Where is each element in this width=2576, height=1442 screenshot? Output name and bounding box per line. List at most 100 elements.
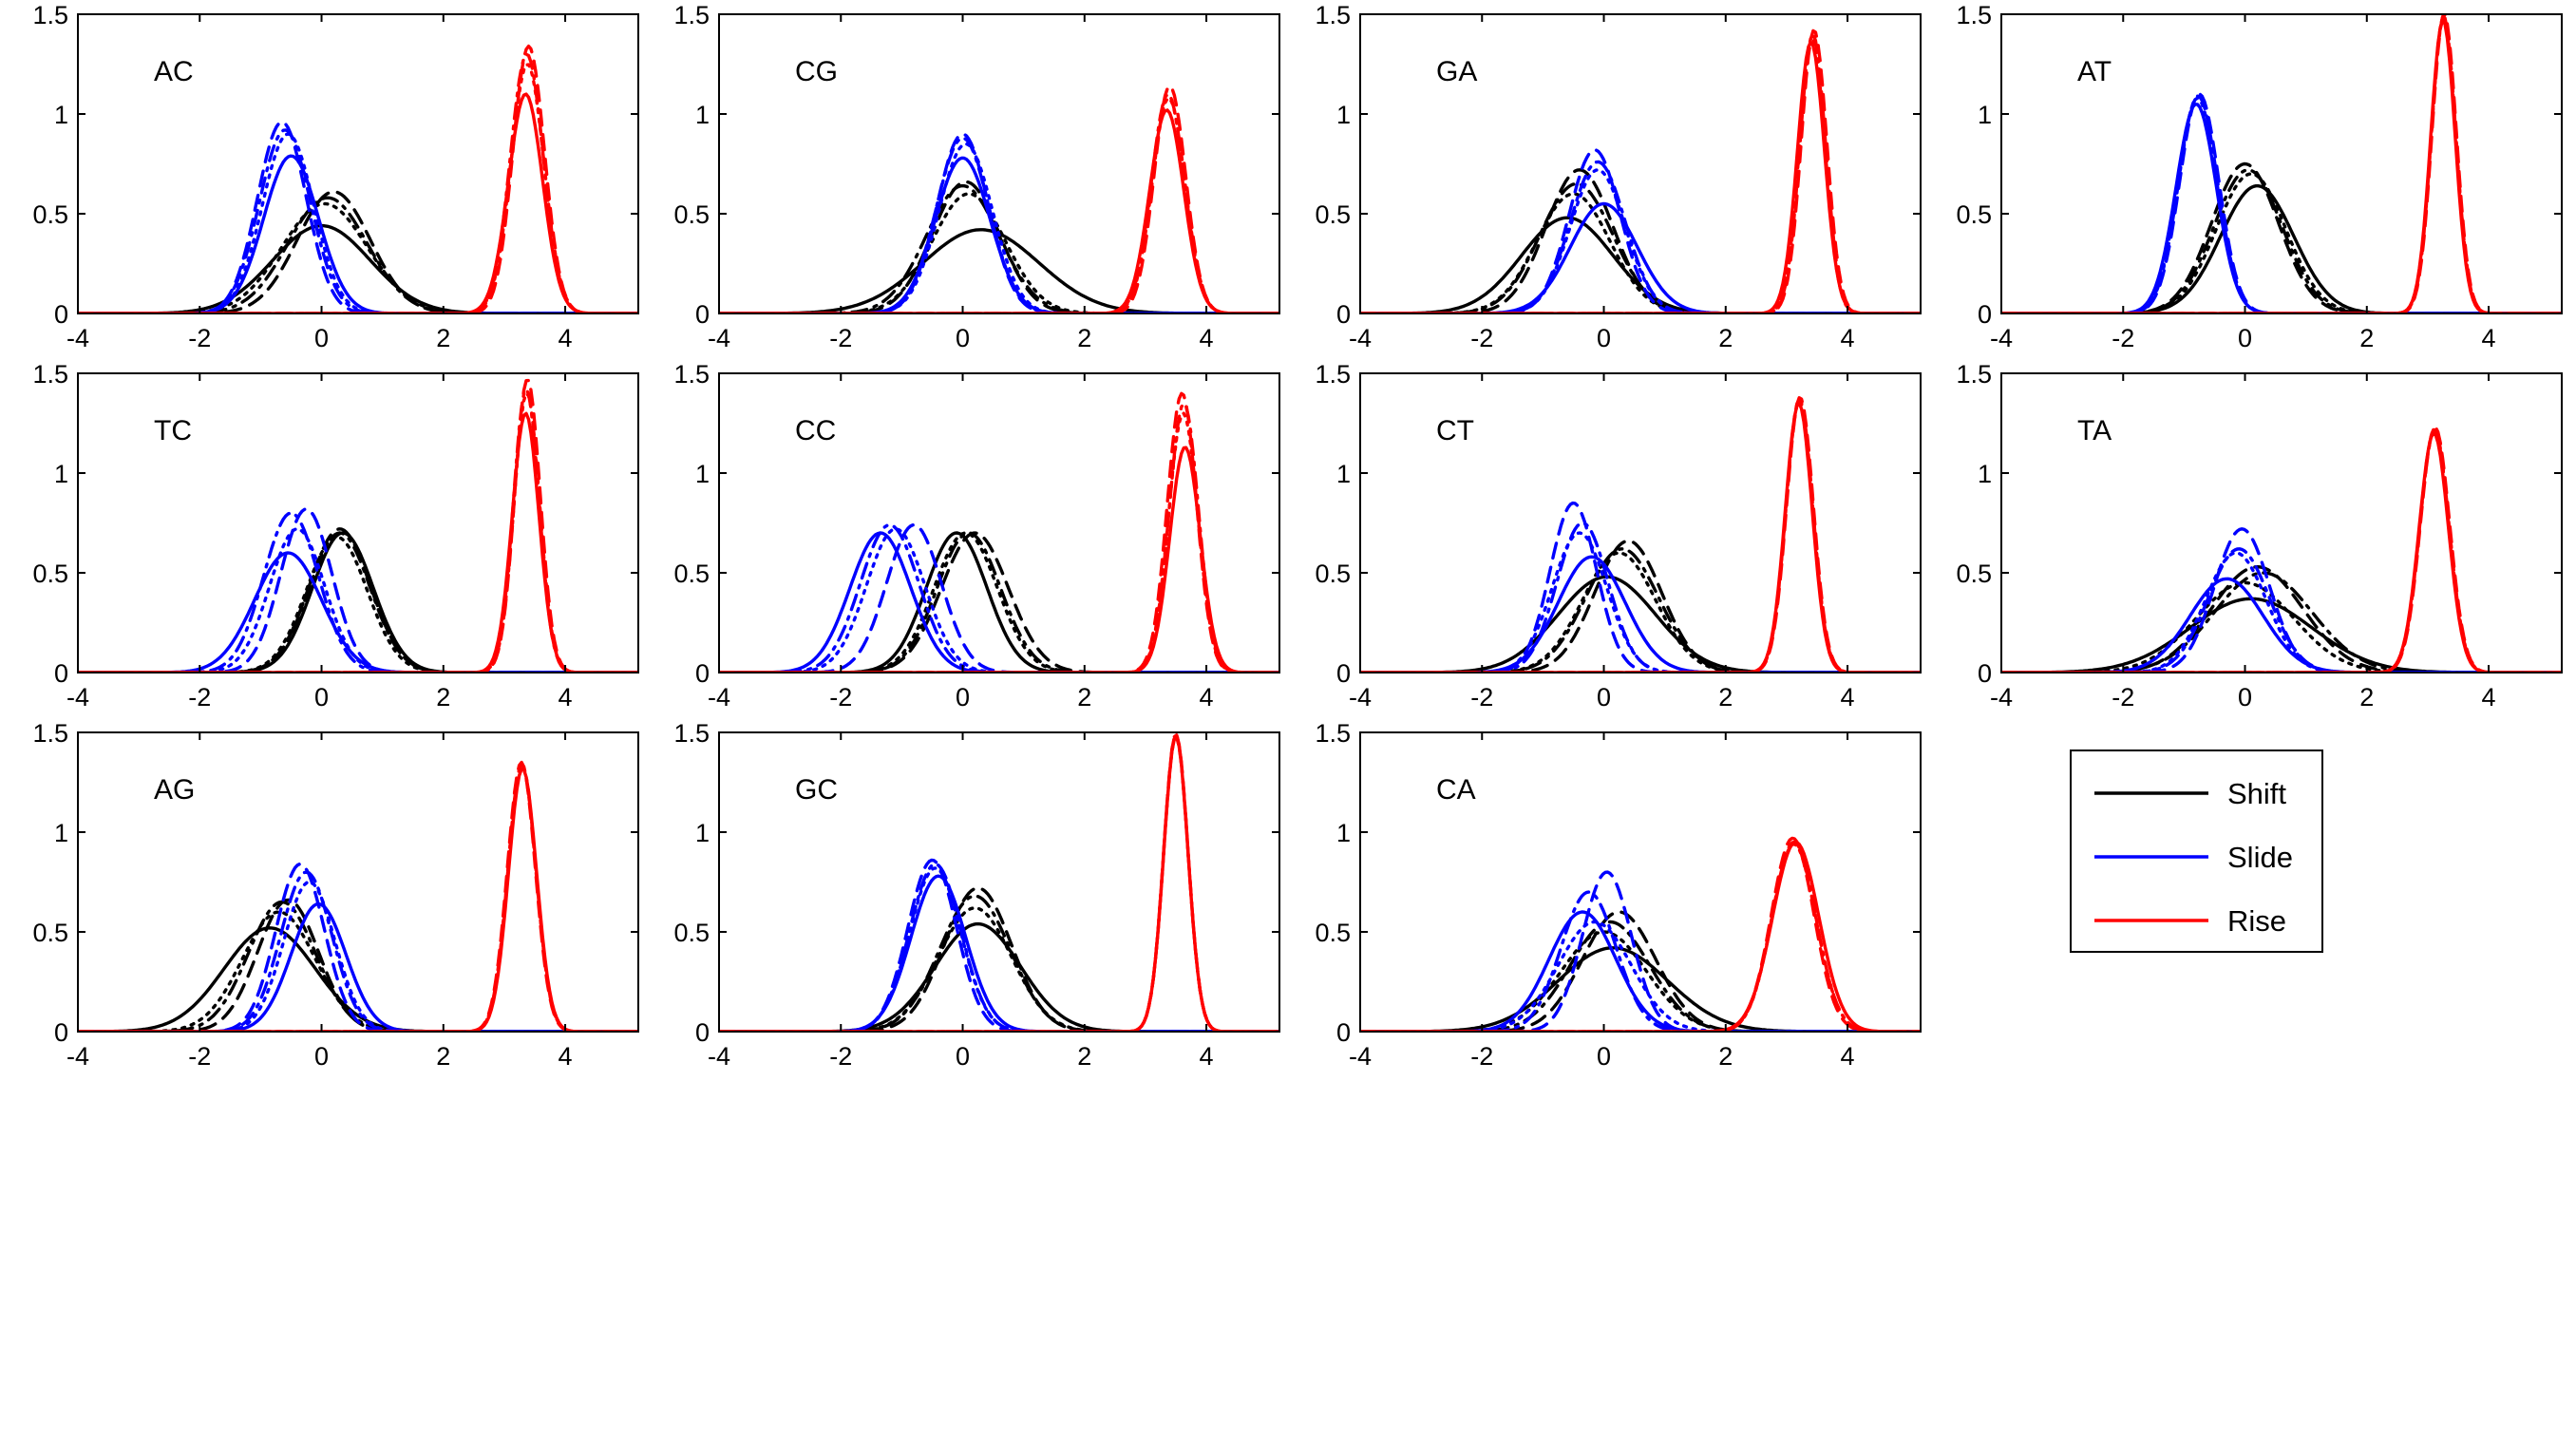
slide-curve-dashed	[78, 862, 638, 1032]
x-tick-label: 4	[1200, 1042, 1214, 1071]
x-tick-label: -4	[1990, 683, 2013, 712]
slide-curve-dotted	[78, 880, 638, 1032]
rise-curve-dashdot	[719, 401, 1279, 673]
legend-label-slide: Slide	[2227, 841, 2293, 874]
x-tick-label: -2	[188, 1042, 211, 1071]
rise-curve-solid	[719, 108, 1279, 313]
curves	[2001, 14, 2562, 313]
panel-ct: -4 -2 0 2 4 0 0.5 1 1.5 CT	[1315, 360, 1922, 712]
slide-curve-solid	[719, 531, 1279, 673]
panel-cg: -4 -2 0 2 4 0 0.5 1 1.5 CG	[673, 1, 1280, 352]
shift-curve-dashdot	[1360, 920, 1921, 1032]
axes-box	[77, 372, 639, 674]
y-tick-label: 1	[54, 460, 68, 488]
rise-curve-dashed	[1360, 836, 1921, 1032]
slide-curve-dotted	[1360, 920, 1921, 1032]
shift-curve-dashdot	[719, 894, 1279, 1032]
y-tick-label: 0.5	[32, 200, 68, 229]
rise-curve-dashdot	[719, 733, 1279, 1032]
y-tick-label: 0	[54, 300, 68, 329]
curves	[1360, 836, 1921, 1032]
rise-curve-solid	[78, 767, 638, 1032]
panel-ca: -4 -2 0 2 4 0 0.5 1 1.5 CA	[1315, 719, 1922, 1071]
y-tick-label: 0	[54, 1018, 68, 1047]
x-tick-label: 4	[1841, 1042, 1855, 1071]
y-tick-label: 1	[54, 819, 68, 847]
slide-curve-dotted	[719, 142, 1279, 313]
y-tick-label: 1.5	[32, 360, 68, 389]
slide-curve-dotted	[2001, 551, 2562, 673]
slide-curve-dashdot	[719, 863, 1279, 1032]
x-tick-label: -2	[188, 683, 211, 712]
shift-curve-dashed	[2001, 565, 2562, 673]
x-tick-label: 4	[1841, 324, 1855, 352]
x-tick-label: -2	[2112, 683, 2134, 712]
x-tick-label: -4	[66, 324, 89, 352]
slide-curve-dashed	[1360, 870, 1921, 1032]
axes-box	[1359, 372, 1922, 674]
slide-curve-dashed	[1360, 501, 1921, 673]
x-tick-label: 4	[1200, 683, 1214, 712]
x-tick-label: 2	[2359, 683, 2374, 712]
x-tick-label: 4	[2482, 324, 2496, 352]
x-tick-label: -2	[1470, 1042, 1493, 1071]
x-tick-label: 0	[1597, 683, 1611, 712]
y-tick-label: 0	[1978, 300, 1992, 329]
axes-box	[2000, 13, 2563, 314]
slide-curve-dashed	[2001, 92, 2562, 313]
curves	[1360, 28, 1921, 313]
rise-curve-dotted	[2001, 429, 2562, 673]
x-tick-label: 2	[436, 324, 450, 352]
shift-curve-dashed	[1360, 539, 1921, 673]
x-tick-label: -2	[1470, 324, 1493, 352]
x-tick-label: 0	[2238, 324, 2252, 352]
rise-curve-dashdot	[2001, 15, 2562, 313]
y-tick-label: 1	[1978, 101, 1992, 129]
y-tick-label: 0	[1978, 659, 1992, 688]
y-tick-label: 1.5	[32, 1, 68, 29]
panel-title: TA	[2077, 415, 2112, 446]
legend-label-shift: Shift	[2227, 777, 2286, 810]
shift-curve-dashed	[2001, 161, 2562, 313]
axes-box	[1359, 13, 1922, 314]
y-tick-label: 1.5	[1315, 719, 1351, 748]
panel-title: AT	[2077, 56, 2112, 87]
rise-curve-dashed	[719, 84, 1279, 313]
rise-curve-dotted	[719, 411, 1279, 673]
rise-curve-dashdot	[1360, 840, 1921, 1032]
slide-curve-dotted	[1360, 168, 1921, 313]
x-tick-label: -4	[66, 683, 89, 712]
shift-curve-solid	[719, 531, 1279, 673]
y-tick-label: 0.5	[32, 919, 68, 947]
panel-cc: -4 -2 0 2 4 0 0.5 1 1.5 CC	[673, 360, 1280, 712]
x-tick-label: 0	[2238, 683, 2252, 712]
y-tick-label: 0.5	[673, 200, 710, 229]
axes-box	[2000, 372, 2563, 674]
x-tick-label: -4	[708, 324, 730, 352]
axes-box	[718, 731, 1280, 1033]
slide-curve-dotted	[78, 527, 638, 673]
panel-title: GA	[1436, 56, 1477, 87]
rise-curve-solid	[78, 92, 638, 313]
slide-curve-solid	[719, 874, 1279, 1032]
x-tick-label: -4	[1349, 683, 1372, 712]
axes-box	[1359, 731, 1922, 1033]
y-tick-label: 0.5	[1315, 560, 1351, 588]
shift-curve-dotted	[719, 906, 1279, 1032]
x-tick-label: -4	[66, 1042, 89, 1071]
panel-gc: -4 -2 0 2 4 0 0.5 1 1.5 GC	[673, 719, 1280, 1071]
legend-box	[2070, 749, 2323, 953]
x-tick-label: 2	[1718, 324, 1733, 352]
shift-curve-solid	[78, 926, 638, 1032]
y-tick-label: 1.5	[32, 719, 68, 748]
x-tick-label: 0	[1597, 1042, 1611, 1071]
curves	[1360, 396, 1921, 673]
x-tick-label: 2	[1077, 324, 1091, 352]
slide-curve-dotted	[78, 132, 638, 313]
y-tick-label: 1.5	[1956, 1, 1992, 29]
y-tick-label: 0	[695, 300, 710, 329]
slide-curve-solid	[78, 901, 638, 1032]
y-tick-label: 1.5	[1956, 360, 1992, 389]
rise-curve-solid	[78, 411, 638, 673]
panels-group: -4 -2 0 2 4 0 0.5 1 1.5 AC -4 -2 0 2 4 0 0.5 1 1.5 CG -4 -2 0 2…	[32, 1, 2563, 1071]
